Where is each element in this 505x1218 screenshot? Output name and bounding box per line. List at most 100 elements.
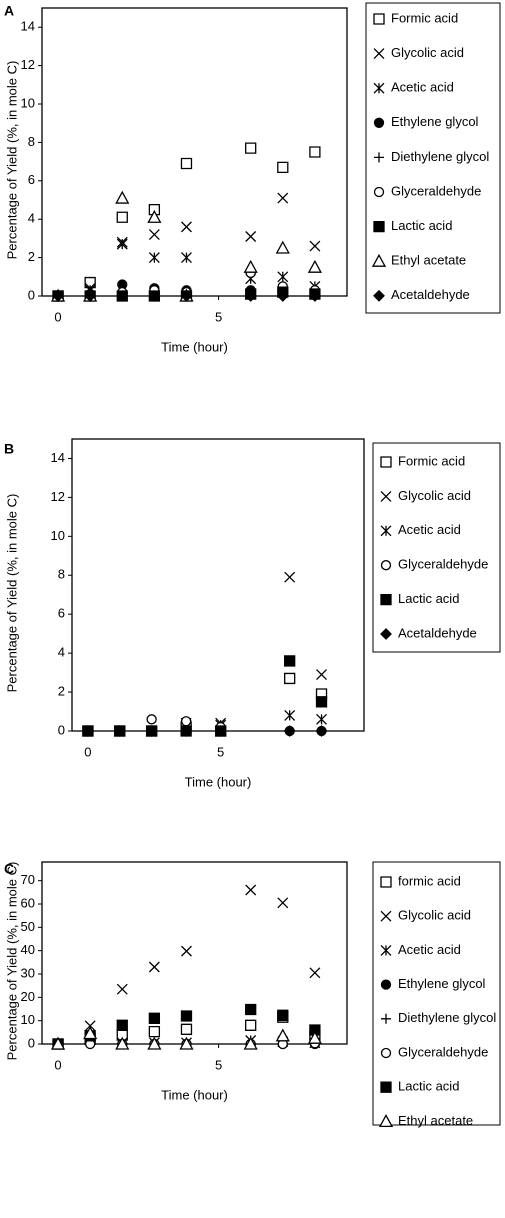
marker	[180, 1023, 193, 1035]
legend-marker	[380, 910, 392, 922]
marker	[116, 290, 129, 302]
marker	[115, 1036, 130, 1050]
legend-label: Glycolic acid	[391, 45, 464, 60]
marker	[275, 240, 290, 254]
legend-marker	[380, 593, 392, 606]
y-tick-label: 50	[21, 919, 35, 934]
marker	[147, 1036, 162, 1050]
marker	[148, 229, 160, 241]
legend-marker	[373, 220, 385, 233]
legend-marker	[380, 560, 392, 571]
marker	[308, 290, 321, 302]
y-tick-label: 60	[21, 895, 35, 910]
legend-label: formic acid	[398, 873, 461, 888]
x-tick-label: 0	[84, 744, 91, 759]
legend-marker	[373, 13, 385, 25]
marker	[146, 714, 157, 725]
marker	[83, 1026, 98, 1040]
legend-label: Ethyl acetate	[391, 253, 466, 268]
x-axis-label: Time (hour)	[185, 774, 252, 789]
legend-label: Diethylene glycol	[398, 1010, 496, 1025]
marker	[181, 221, 192, 233]
marker	[180, 725, 193, 737]
marker	[245, 1003, 257, 1016]
legend-marker	[380, 525, 392, 537]
y-tick-label: 12	[51, 489, 65, 504]
x-tick-label: 5	[215, 1057, 222, 1072]
legend-label: Glyceraldehyde	[398, 557, 488, 572]
plot-frame	[71, 438, 365, 732]
legend-marker	[380, 490, 392, 502]
x-tick-label: 0	[54, 1057, 61, 1072]
y-tick-label: 70	[21, 872, 35, 887]
marker	[180, 290, 193, 302]
marker	[284, 655, 296, 667]
legend-marker	[380, 1047, 392, 1059]
y-tick-label: 40	[21, 942, 35, 957]
legend-marker	[378, 1114, 394, 1128]
y-tick-label: 6	[58, 606, 65, 621]
legend-label: Glycolic acid	[398, 488, 471, 503]
marker	[243, 259, 258, 273]
legend-marker	[374, 152, 384, 163]
marker	[113, 725, 126, 737]
marker	[277, 1009, 289, 1021]
legend-marker	[380, 1081, 392, 1093]
legend-label: Diethylene glycol	[391, 149, 489, 164]
legend-label: Glycolic acid	[398, 908, 471, 923]
marker	[147, 209, 162, 223]
marker	[245, 142, 257, 154]
y-tick-label: 14	[51, 450, 65, 465]
marker	[116, 1019, 128, 1031]
legend-box	[372, 861, 501, 1126]
marker	[148, 290, 161, 302]
marker	[284, 709, 296, 721]
marker	[145, 725, 158, 737]
legend-label: Ethylene glycol	[391, 114, 479, 129]
y-tick-label: 12	[21, 57, 35, 72]
legend-marker	[380, 628, 392, 640]
marker	[275, 1028, 290, 1042]
plot-frame	[41, 861, 348, 1045]
marker	[148, 1012, 161, 1024]
marker	[50, 1036, 66, 1050]
marker	[276, 290, 289, 302]
marker	[277, 192, 289, 204]
legend-label: Acetaldehyde	[398, 625, 477, 640]
marker	[316, 669, 327, 681]
y-tick-label: 10	[21, 1012, 35, 1027]
y-tick-label: 10	[51, 528, 65, 543]
marker	[284, 672, 296, 685]
x-tick-label: 0	[54, 309, 61, 324]
legend-label: Acetic acid	[391, 80, 454, 95]
marker	[148, 1025, 161, 1038]
marker	[284, 571, 296, 583]
marker	[243, 1036, 258, 1050]
legend-label: Formic acid	[391, 10, 458, 25]
marker	[307, 1030, 322, 1044]
y-tick-label: 4	[58, 645, 65, 660]
marker	[214, 725, 227, 737]
marker	[116, 983, 128, 995]
legend-label: Lactic acid	[398, 591, 459, 606]
panel-label: B	[4, 441, 14, 457]
marker	[277, 161, 289, 174]
marker	[277, 897, 289, 909]
x-axis-label: Time (hour)	[161, 339, 228, 354]
marker	[116, 238, 128, 250]
legend-marker	[373, 82, 385, 94]
y-tick-label: 4	[28, 211, 35, 226]
plot-frame	[41, 7, 348, 297]
y-tick-label: 30	[21, 965, 35, 980]
marker	[309, 240, 321, 252]
marker	[181, 252, 192, 264]
marker	[84, 290, 97, 302]
y-tick-label: 20	[21, 989, 35, 1004]
legend-label: Lactic acid	[398, 1079, 459, 1094]
legend-label: Ethyl acetate	[398, 1113, 473, 1128]
marker	[148, 203, 161, 216]
legend-marker	[373, 48, 385, 60]
legend-label: Lactic acid	[391, 218, 452, 233]
legend-marker	[380, 876, 392, 888]
marker	[180, 1010, 193, 1022]
